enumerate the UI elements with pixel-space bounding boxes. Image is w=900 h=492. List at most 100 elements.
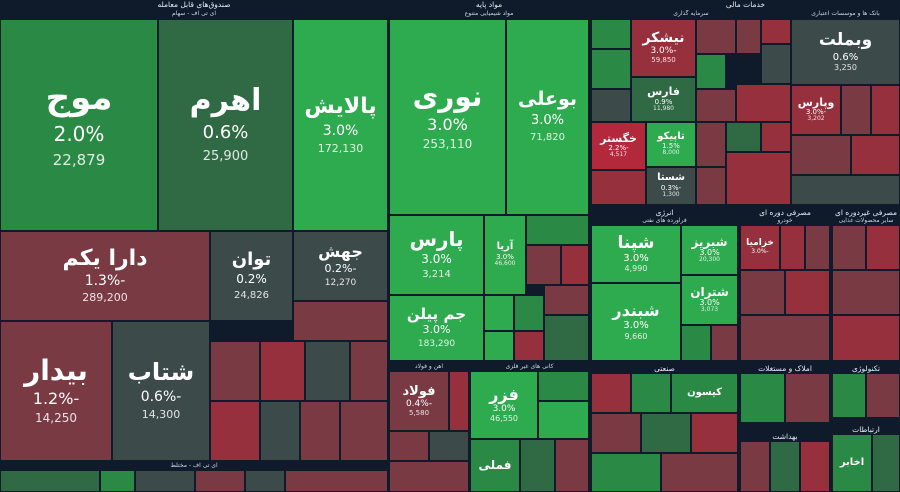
tile-small[interactable] (661, 453, 738, 492)
tile-nishkar[interactable]: نیشکر -3.0% 59,850 (631, 19, 696, 77)
tile-small[interactable] (544, 315, 589, 361)
tile-tapiko[interactable]: تاپیکو 1.5% 8,000 (646, 122, 696, 167)
tile-small[interactable] (260, 341, 305, 401)
tile-small[interactable] (726, 122, 761, 152)
sector-header-funds[interactable]: صندوق‌های قابل معامله (0, 0, 388, 9)
tile-pars[interactable]: پارس 3.0% 3,214 (389, 215, 484, 295)
tile-small[interactable] (100, 470, 135, 492)
tile-small[interactable] (832, 225, 866, 270)
tile-vabemellat[interactable]: وبملت 0.6% 3,250 (791, 19, 900, 85)
tile-bidar[interactable]: بیدار -1.2% 14,250 (0, 321, 112, 461)
tile-small[interactable] (293, 301, 388, 341)
tile-small[interactable] (832, 270, 900, 315)
tile-small[interactable] (389, 461, 469, 492)
tile-shabriz[interactable]: شبریز 3.0% 20,300 (681, 225, 738, 275)
tile-noori[interactable]: نوری 3.0% 253,110 (389, 19, 506, 215)
tile-ahrom[interactable]: اهرم 0.6% 25,900 (158, 19, 293, 231)
tile-small[interactable] (791, 175, 900, 205)
tile-small[interactable] (514, 331, 544, 361)
tile-small[interactable] (736, 19, 761, 54)
tile-small[interactable] (538, 371, 589, 401)
tile-small[interactable] (538, 401, 589, 439)
tile-small[interactable] (736, 84, 791, 122)
tile-small[interactable] (866, 373, 900, 418)
tile-small[interactable] (740, 441, 770, 492)
tile-small[interactable] (780, 225, 805, 270)
tile-small[interactable] (696, 167, 726, 205)
tile-kisun[interactable]: کیسون (671, 373, 738, 413)
tile-shasta[interactable]: شستا -0.3% 1,300 (646, 167, 696, 205)
tile-small[interactable] (526, 245, 561, 285)
tile-small[interactable] (300, 401, 340, 461)
tile-tavan[interactable]: توان 0.2% 24,826 (210, 231, 293, 321)
tile-small[interactable] (740, 315, 830, 361)
tile-small[interactable] (484, 295, 514, 331)
tile-small[interactable] (210, 341, 260, 401)
tile-small[interactable] (484, 331, 514, 361)
tile-small[interactable] (555, 439, 589, 492)
tile-small[interactable] (866, 225, 900, 270)
tile-small[interactable] (761, 44, 791, 84)
sector-header-technology[interactable]: تکنولوژی (832, 364, 900, 373)
tile-small[interactable] (770, 441, 800, 492)
tile-small[interactable] (591, 373, 631, 413)
tile-small[interactable] (591, 89, 631, 122)
tile-small[interactable] (260, 401, 300, 461)
tile-small[interactable] (429, 431, 469, 461)
tile-small[interactable] (0, 470, 100, 492)
tile-small[interactable] (696, 122, 726, 167)
tile-small[interactable] (135, 470, 195, 492)
tile-shapna[interactable]: شپنا 3.0% 4,990 (591, 225, 681, 283)
tile-daraykom[interactable]: دارا یکم -1.3% 289,200 (0, 231, 210, 321)
tile-khagostar[interactable]: خگستر -2.2% 4,517 (591, 122, 646, 170)
tile-small[interactable] (591, 413, 641, 453)
sector-header-healthcare[interactable]: بهداشت (740, 432, 830, 441)
tile-small[interactable] (389, 431, 429, 461)
tile-shabandar[interactable]: شبندر 3.0% 9,660 (591, 283, 681, 361)
tile-fars[interactable]: فارس 0.9% 11,980 (631, 77, 696, 122)
sector-header-base-materials[interactable]: مواد پایه (389, 0, 589, 9)
tile-small[interactable] (696, 89, 736, 122)
tile-small[interactable] (800, 441, 830, 492)
tile-small[interactable] (740, 270, 785, 315)
tile-small[interactable] (520, 439, 555, 492)
tile-buali[interactable]: بوعلی 3.0% 71,820 (506, 19, 589, 215)
tile-palaysh[interactable]: پالایش 3.0% 172,130 (293, 19, 388, 231)
sector-header-industrial[interactable]: صنعتی (591, 364, 738, 373)
tile-small[interactable] (691, 413, 738, 453)
tile-small[interactable] (871, 85, 900, 135)
tile-small[interactable] (350, 341, 388, 401)
tile-khazamia[interactable]: خزامیا -3.0% (740, 225, 780, 270)
tile-small[interactable] (696, 19, 736, 54)
sector-header-real-estate[interactable]: املاک و مستغلات (740, 364, 830, 373)
tile-small[interactable] (561, 245, 589, 285)
tile-small[interactable] (872, 434, 900, 492)
tile-small[interactable] (761, 19, 791, 44)
tile-small[interactable] (285, 470, 388, 492)
tile-small[interactable] (726, 152, 791, 205)
tile-small[interactable] (591, 453, 661, 492)
tile-arya[interactable]: آریا 3.0% 46,600 (484, 215, 526, 295)
tile-small[interactable] (791, 135, 851, 175)
tile-small[interactable] (805, 225, 830, 270)
tile-small[interactable] (696, 54, 726, 89)
tile-small[interactable] (841, 85, 871, 135)
tile-jampilen[interactable]: جم پیلن 3.0% 183,290 (389, 295, 484, 361)
tile-famli[interactable]: فملی (470, 439, 520, 492)
tile-fezar[interactable]: فزر 3.0% 46,550 (470, 371, 538, 439)
tile-small[interactable] (832, 373, 866, 418)
tile-small[interactable] (245, 470, 285, 492)
tile-small[interactable] (740, 373, 785, 423)
tile-small[interactable] (526, 215, 589, 245)
tile-small[interactable] (832, 315, 900, 361)
tile-small[interactable] (449, 371, 469, 431)
tile-small[interactable] (631, 373, 671, 413)
tile-small[interactable] (305, 341, 350, 401)
tile-small[interactable] (544, 285, 589, 315)
tile-small[interactable] (591, 19, 631, 49)
sector-header-consumer-cyclical[interactable]: مصرفی دوره ای (740, 208, 830, 217)
tile-jahesh[interactable]: جهش -0.2% 12,270 (293, 231, 388, 301)
tile-small[interactable] (591, 170, 646, 205)
sector-header-telecom[interactable]: ارتباطات (832, 425, 900, 434)
sector-header-consumer-noncyclical[interactable]: مصرفی غیردوره ای (832, 208, 900, 217)
